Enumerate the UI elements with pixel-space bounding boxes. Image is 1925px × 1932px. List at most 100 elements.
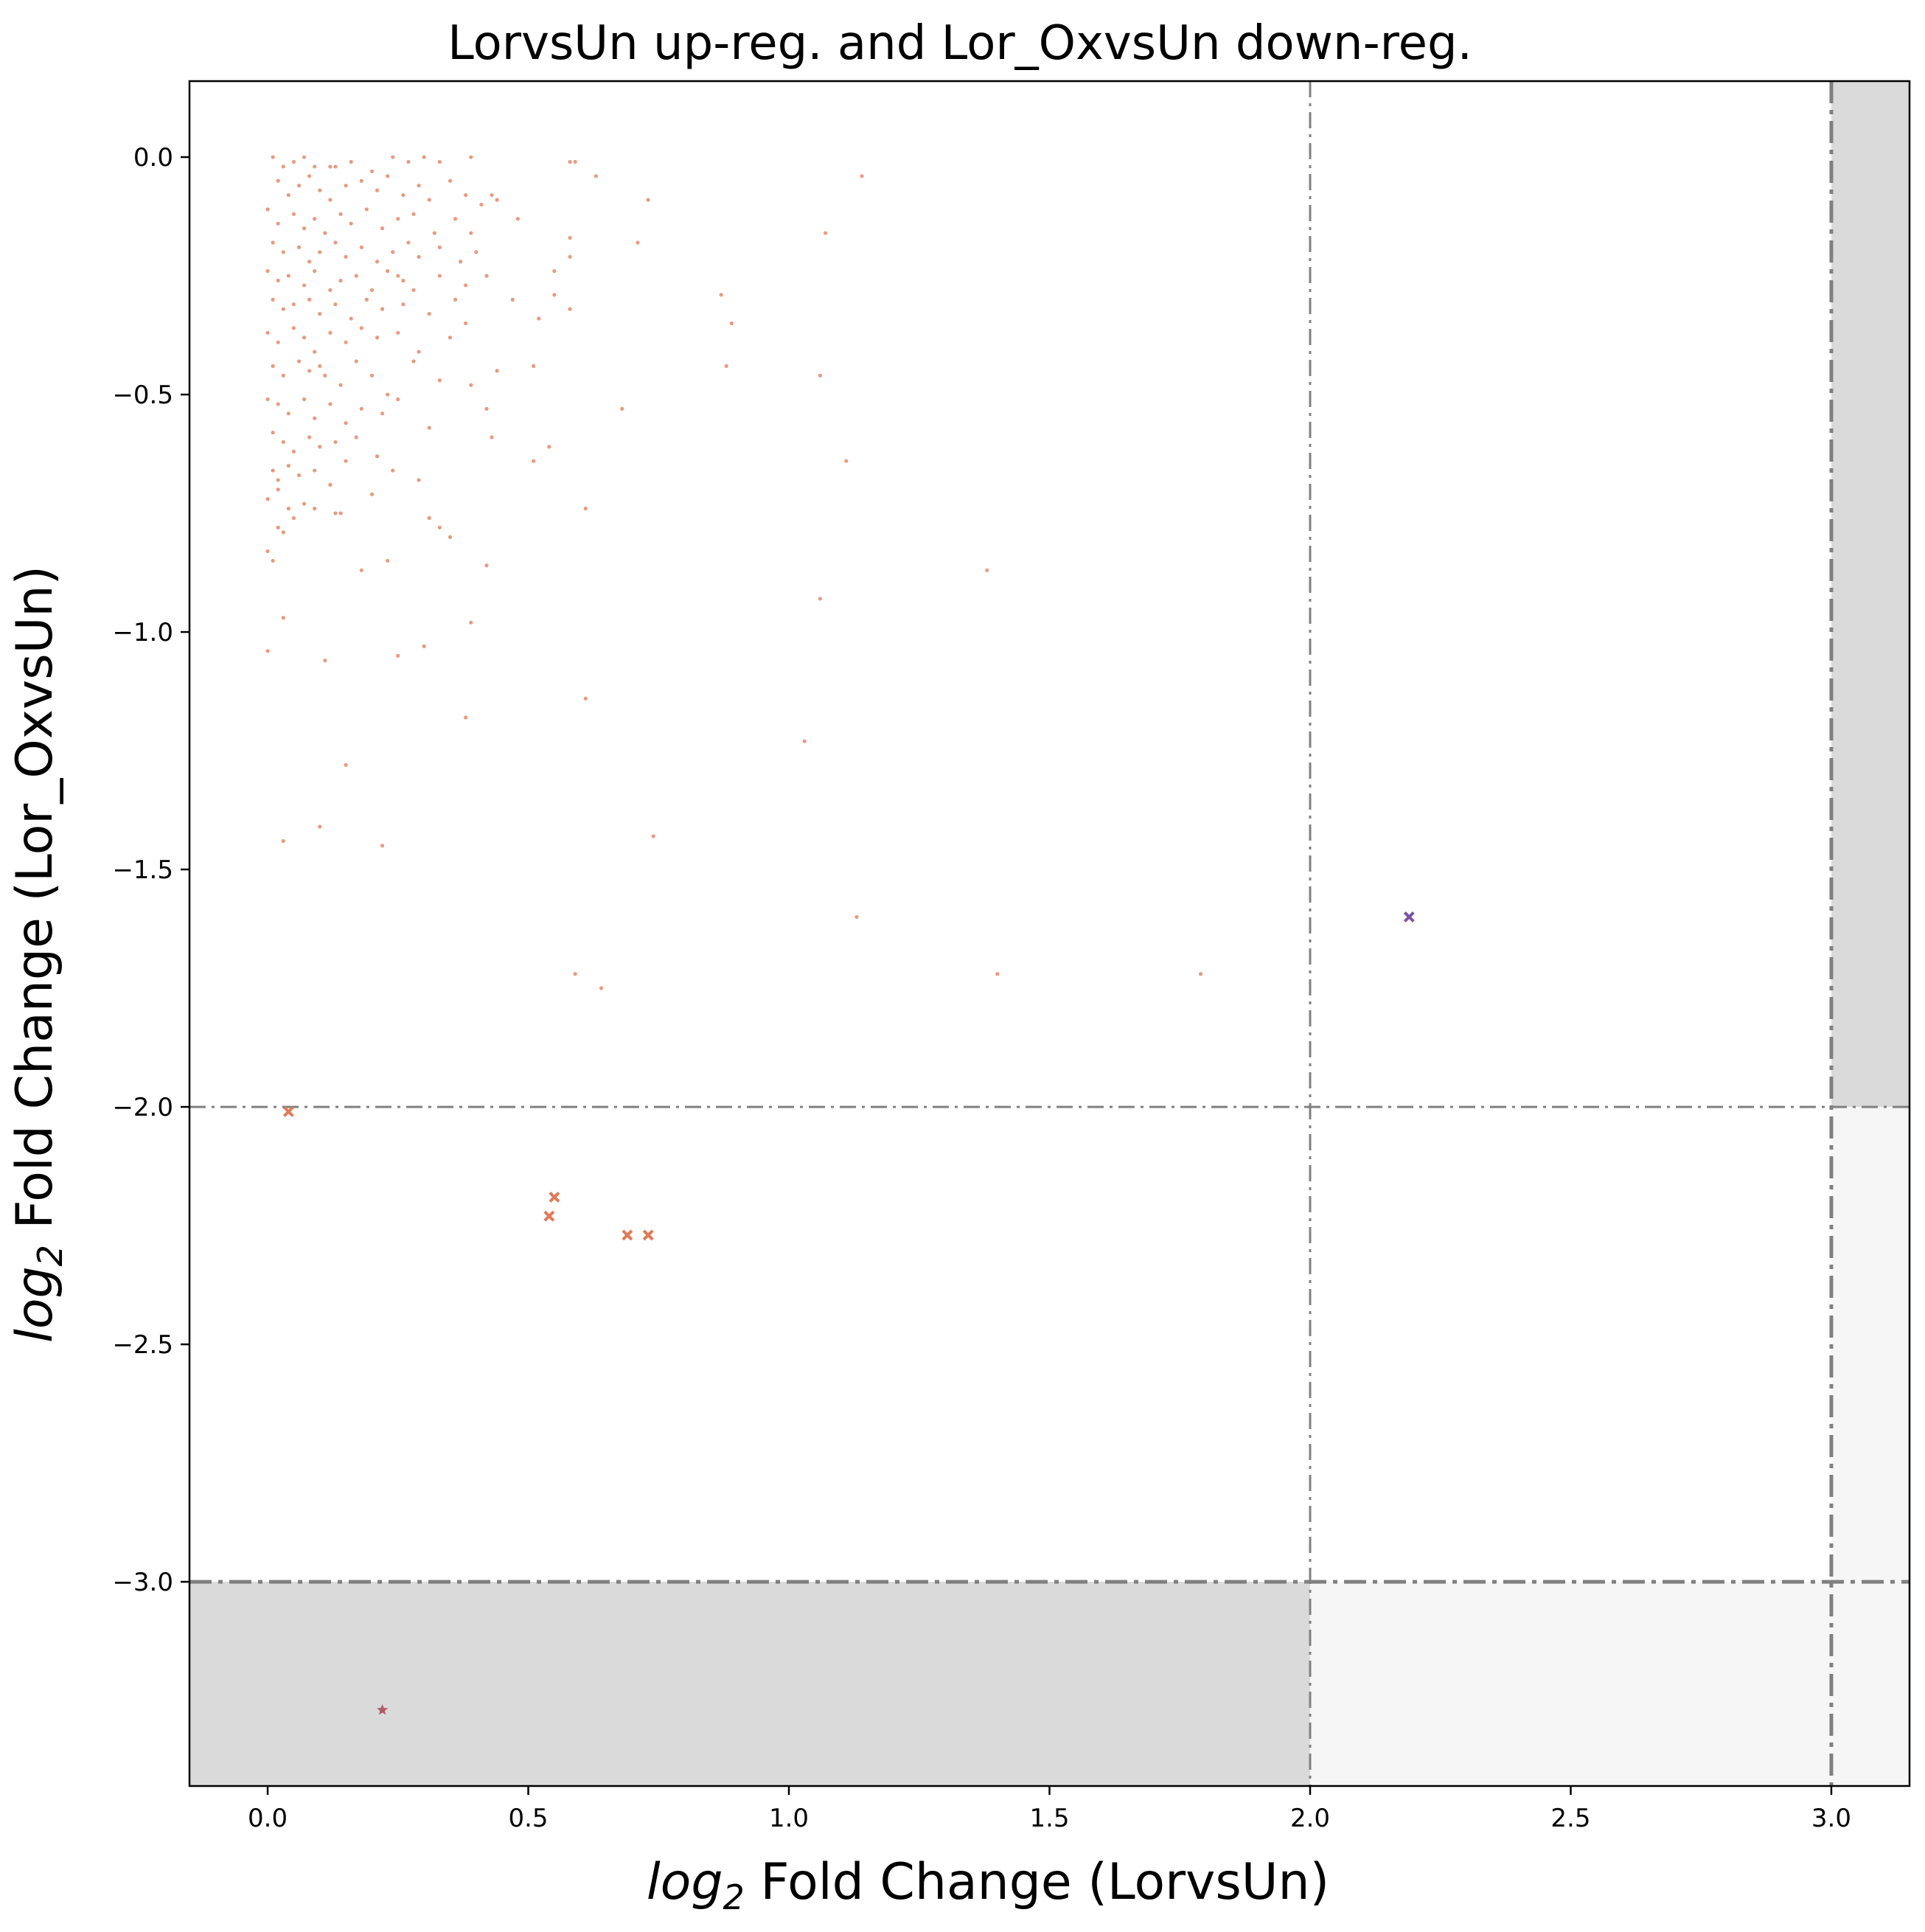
data-point: [349, 159, 353, 164]
data-point: [375, 188, 380, 192]
data-point: [469, 231, 473, 235]
data-point: [296, 245, 302, 250]
data-point: [386, 269, 390, 274]
data-points: [265, 155, 1415, 1715]
y-tick-label: −2.0: [112, 1093, 173, 1122]
data-point: [479, 202, 484, 207]
y-axis: 0.0 −0.5 −1.0 −1.5 −2.0 −2.5 −3.0: [112, 143, 189, 1597]
data-point: [281, 250, 285, 254]
data-point: [354, 359, 358, 364]
data-point: [427, 425, 431, 430]
data-point: [271, 297, 275, 302]
data-point: [532, 459, 536, 463]
x-axis-label-subscript: 2: [723, 1877, 745, 1917]
data-point: [411, 212, 416, 216]
data-point: [484, 274, 489, 278]
data-point: [823, 231, 828, 235]
data-point: [307, 174, 312, 178]
data-point: [318, 364, 322, 369]
data-point: [276, 487, 280, 492]
data-point: [719, 293, 723, 297]
data-point: [401, 192, 405, 198]
data-point: [422, 644, 426, 648]
data-point: [307, 435, 312, 439]
data-point: [411, 288, 416, 292]
data-point: [333, 240, 338, 245]
data-point: [459, 260, 463, 264]
data-point: [729, 321, 734, 326]
data-point: [437, 525, 442, 529]
data-point: [453, 217, 458, 221]
data-point: [464, 283, 468, 288]
data-point: [313, 416, 317, 420]
x-axis-label-log: log: [647, 1853, 723, 1911]
data-point: [328, 482, 333, 487]
data-point: [469, 383, 473, 387]
data-point: [286, 507, 290, 511]
data-point: [276, 402, 280, 406]
data-point: [328, 288, 333, 292]
threshold-lines: [189, 81, 1910, 1786]
data-point: [271, 468, 275, 473]
data-point: [313, 164, 317, 169]
data-point: [359, 178, 363, 183]
data-point: [646, 198, 650, 202]
data-point: [291, 159, 296, 164]
data-point: [359, 406, 363, 411]
data-point: [291, 326, 296, 330]
data-point: [276, 340, 280, 344]
data-point: [453, 297, 458, 302]
data-point: [620, 406, 624, 411]
data-point: [271, 364, 275, 369]
data-point: [515, 217, 520, 221]
data-point: [724, 364, 728, 369]
data-point: [291, 515, 296, 521]
data-point: [573, 972, 577, 976]
data-point: [844, 459, 849, 463]
data-point: [537, 316, 541, 321]
data-point: [437, 245, 442, 250]
shaded-regions: [189, 81, 1910, 1786]
data-point-x: [282, 1106, 294, 1117]
y-tick-label: −1.5: [112, 855, 173, 885]
data-point: [359, 245, 363, 250]
data-point: [818, 597, 823, 601]
data-point: [375, 260, 380, 264]
data-point: [281, 616, 285, 620]
chart-title: LorvsUn up-reg. and Lor_OxvsUn down-reg.: [448, 16, 1472, 71]
data-point: [427, 198, 431, 202]
data-point: [286, 411, 290, 416]
data-point: [448, 535, 453, 539]
x-tick-label: 1.0: [769, 1804, 809, 1833]
data-point: [265, 207, 270, 212]
data-point: [495, 198, 499, 202]
data-point: [302, 226, 307, 231]
data-point: [380, 226, 385, 231]
data-point: [484, 563, 489, 568]
data-point: [386, 392, 390, 397]
data-point: [375, 454, 380, 459]
data-point: [364, 297, 369, 302]
data-point: [307, 260, 312, 264]
data-point: [265, 497, 270, 501]
data-point: [318, 311, 322, 316]
data-point: [344, 421, 348, 425]
data-point: [469, 155, 473, 159]
data-point: [568, 235, 572, 240]
data-point: [333, 439, 338, 445]
data-point: [344, 340, 348, 344]
data-point: [302, 501, 307, 506]
x-tick-label: 2.0: [1290, 1804, 1330, 1833]
data-point: [448, 336, 453, 340]
data-point: [291, 212, 296, 216]
data-point: [276, 525, 280, 529]
data-point: [281, 439, 285, 445]
data-point: [391, 250, 395, 254]
data-point: [291, 302, 296, 307]
data-point: [573, 159, 577, 164]
data-point: [552, 293, 557, 297]
data-point: [276, 278, 280, 283]
data-point-x: [642, 1229, 654, 1241]
data-point: [448, 178, 453, 183]
data-point: [386, 174, 390, 178]
